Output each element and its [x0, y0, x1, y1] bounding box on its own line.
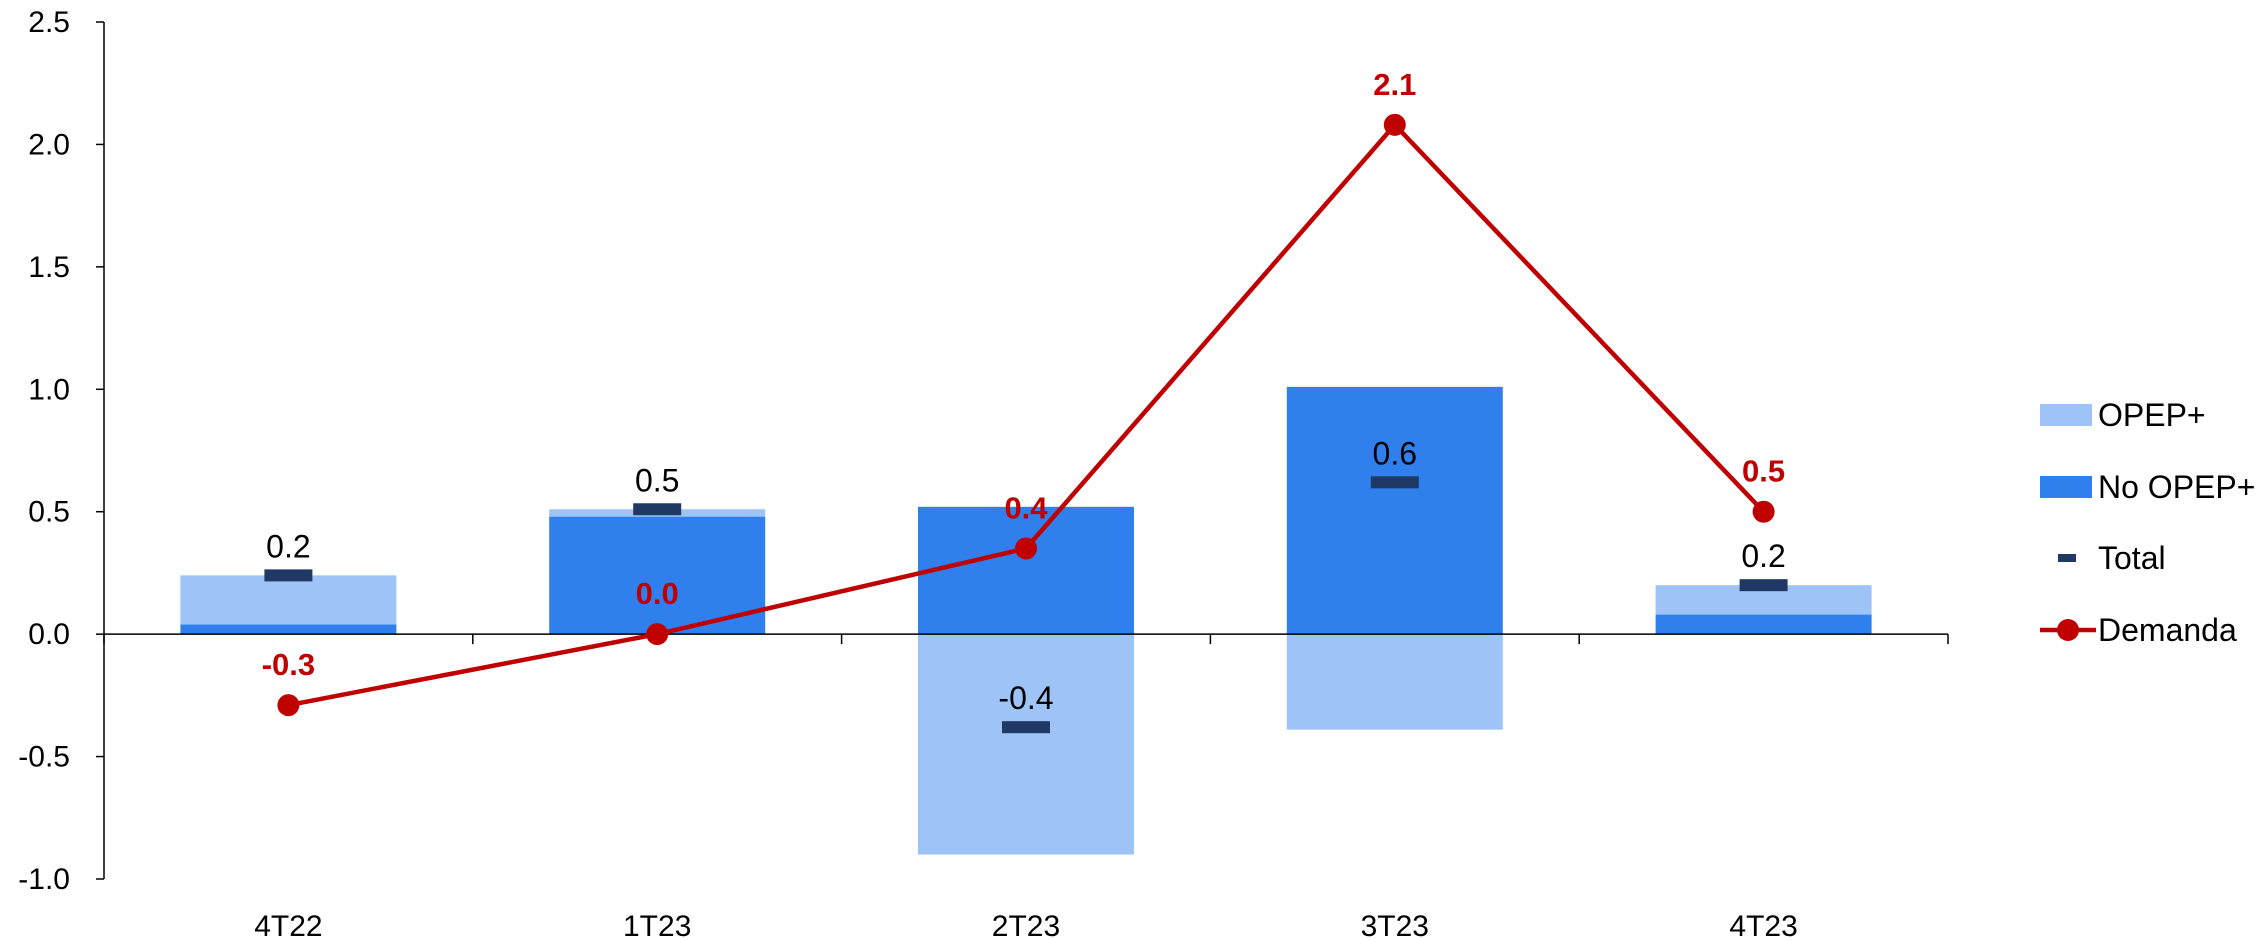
- legend-no-opep-label: No OPEP+: [2098, 469, 2255, 505]
- axes-layer: [96, 21, 1949, 880]
- y-tick-label: 1.0: [28, 373, 70, 406]
- legend-demanda-label: Demanda: [2098, 612, 2237, 648]
- total-marker-4t23: [1739, 579, 1788, 592]
- data-labels: 0.2 0.5 -0.4 0.6 0.2 -0.3 0.0 0.4 2.1 0.5: [262, 67, 1786, 716]
- y-tick-label: 0.0: [28, 618, 70, 651]
- bar-no-opep-4t23: [1655, 614, 1872, 635]
- bars-layer: [180, 386, 1872, 855]
- total-marker-1t23: [633, 503, 682, 516]
- legend-no-opep-swatch: [2040, 476, 2092, 498]
- legend-total-label: Total: [2098, 540, 2166, 576]
- demand-label-4t22: -0.3: [262, 647, 315, 682]
- y-tick-label: 0.5: [28, 496, 70, 529]
- demand-label-1t23: 0.0: [636, 576, 679, 611]
- total-label-4t23: 0.2: [1741, 538, 1785, 574]
- x-tick-labels: 4T22 1T23 2T23 3T23 4T23: [254, 910, 1798, 940]
- bar-no-opep-1t23: [549, 516, 766, 635]
- bar-no-opep-4t22: [180, 624, 397, 635]
- total-marker-4t22: [264, 569, 313, 582]
- legend-total: Total: [2058, 540, 2166, 576]
- legend-demanda-swatch-marker: [2057, 619, 2079, 641]
- total-marker-3t23: [1370, 476, 1419, 489]
- legend-demanda: Demanda: [2040, 612, 2237, 648]
- demand-point-2t23: [1015, 537, 1037, 560]
- bar-opep-2t23: [918, 634, 1134, 855]
- demand-point-3t23: [1383, 113, 1406, 136]
- y-tick-labels: -1.0 -0.5 0.0 0.5 1.0 1.5 2.0 2.5: [18, 6, 70, 896]
- total-label-1t23: 0.5: [635, 462, 679, 498]
- y-tick-label: -0.5: [18, 741, 70, 774]
- x-tick-label-4t23: 4T23: [1729, 910, 1797, 940]
- total-label-2t23: -0.4: [998, 680, 1053, 716]
- y-tick-label: 2.5: [28, 6, 70, 39]
- legend-opep-label: OPEP+: [2098, 397, 2206, 433]
- demand-line-layer: [277, 113, 1775, 717]
- x-tick-label-4t22: 4T22: [254, 910, 322, 940]
- y-tick-label: 1.5: [28, 251, 70, 284]
- demand-point-4t23: [1752, 500, 1775, 523]
- demand-label-4t23: 0.5: [1742, 454, 1785, 489]
- bar-opep-3t23: [1286, 634, 1503, 730]
- demand-label-2t23: 0.4: [1004, 490, 1048, 525]
- bar-no-opep-3t23: [1286, 386, 1503, 635]
- bar-opep-4t22: [180, 575, 397, 625]
- total-label-3t23: 0.6: [1373, 435, 1417, 471]
- y-tick-label: -1.0: [18, 863, 70, 896]
- bar-no-opep-2t23: [918, 506, 1134, 635]
- legend: OPEP+ No OPEP+ Total Demanda: [2040, 397, 2255, 648]
- y-tick-label: 2.0: [28, 128, 70, 161]
- legend-no-opep: No OPEP+: [2040, 469, 2255, 505]
- total-marker-2t23: [1002, 721, 1050, 734]
- x-tick-label-1t23: 1T23: [623, 910, 691, 940]
- demand-label-3t23: 2.1: [1373, 67, 1416, 102]
- demand-point-4t22: [277, 694, 300, 717]
- demand-point-1t23: [646, 623, 669, 646]
- legend-total-swatch: [2058, 554, 2076, 562]
- x-tick-label-3t23: 3T23: [1361, 910, 1429, 940]
- total-markers: [264, 476, 1788, 734]
- legend-opep: OPEP+: [2040, 397, 2206, 433]
- x-tick-label-2t23: 2T23: [992, 910, 1060, 940]
- legend-opep-swatch: [2040, 404, 2092, 426]
- total-label-4t22: 0.2: [266, 528, 310, 564]
